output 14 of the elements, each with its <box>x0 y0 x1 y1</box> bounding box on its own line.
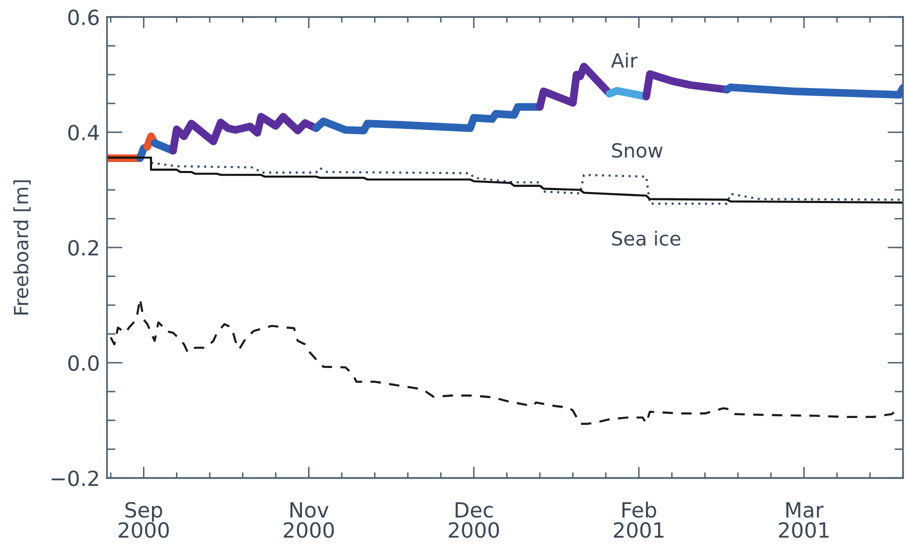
x-tick-label: Nov 2000 <box>284 502 334 538</box>
y-tick-label: 0.4 <box>68 124 99 140</box>
y-tick-label: −0.2 <box>52 470 98 486</box>
series-label: Sea ice <box>612 230 680 246</box>
y-axis-title: Freeboard [m] <box>13 180 31 314</box>
x-tick-label: Feb 2001 <box>614 502 664 538</box>
x-tick-label: Sep 2000 <box>118 502 169 538</box>
series-label: Snow <box>612 143 663 158</box>
y-tick-label: 0.0 <box>68 355 99 371</box>
series-label: Air <box>611 52 638 68</box>
x-tick-label: Mar 2001 <box>778 502 829 538</box>
y-tick-label: 0.6 <box>68 9 99 26</box>
y-tick-label: 0.2 <box>68 240 98 256</box>
x-tick-label: Dec 2000 <box>448 502 499 538</box>
